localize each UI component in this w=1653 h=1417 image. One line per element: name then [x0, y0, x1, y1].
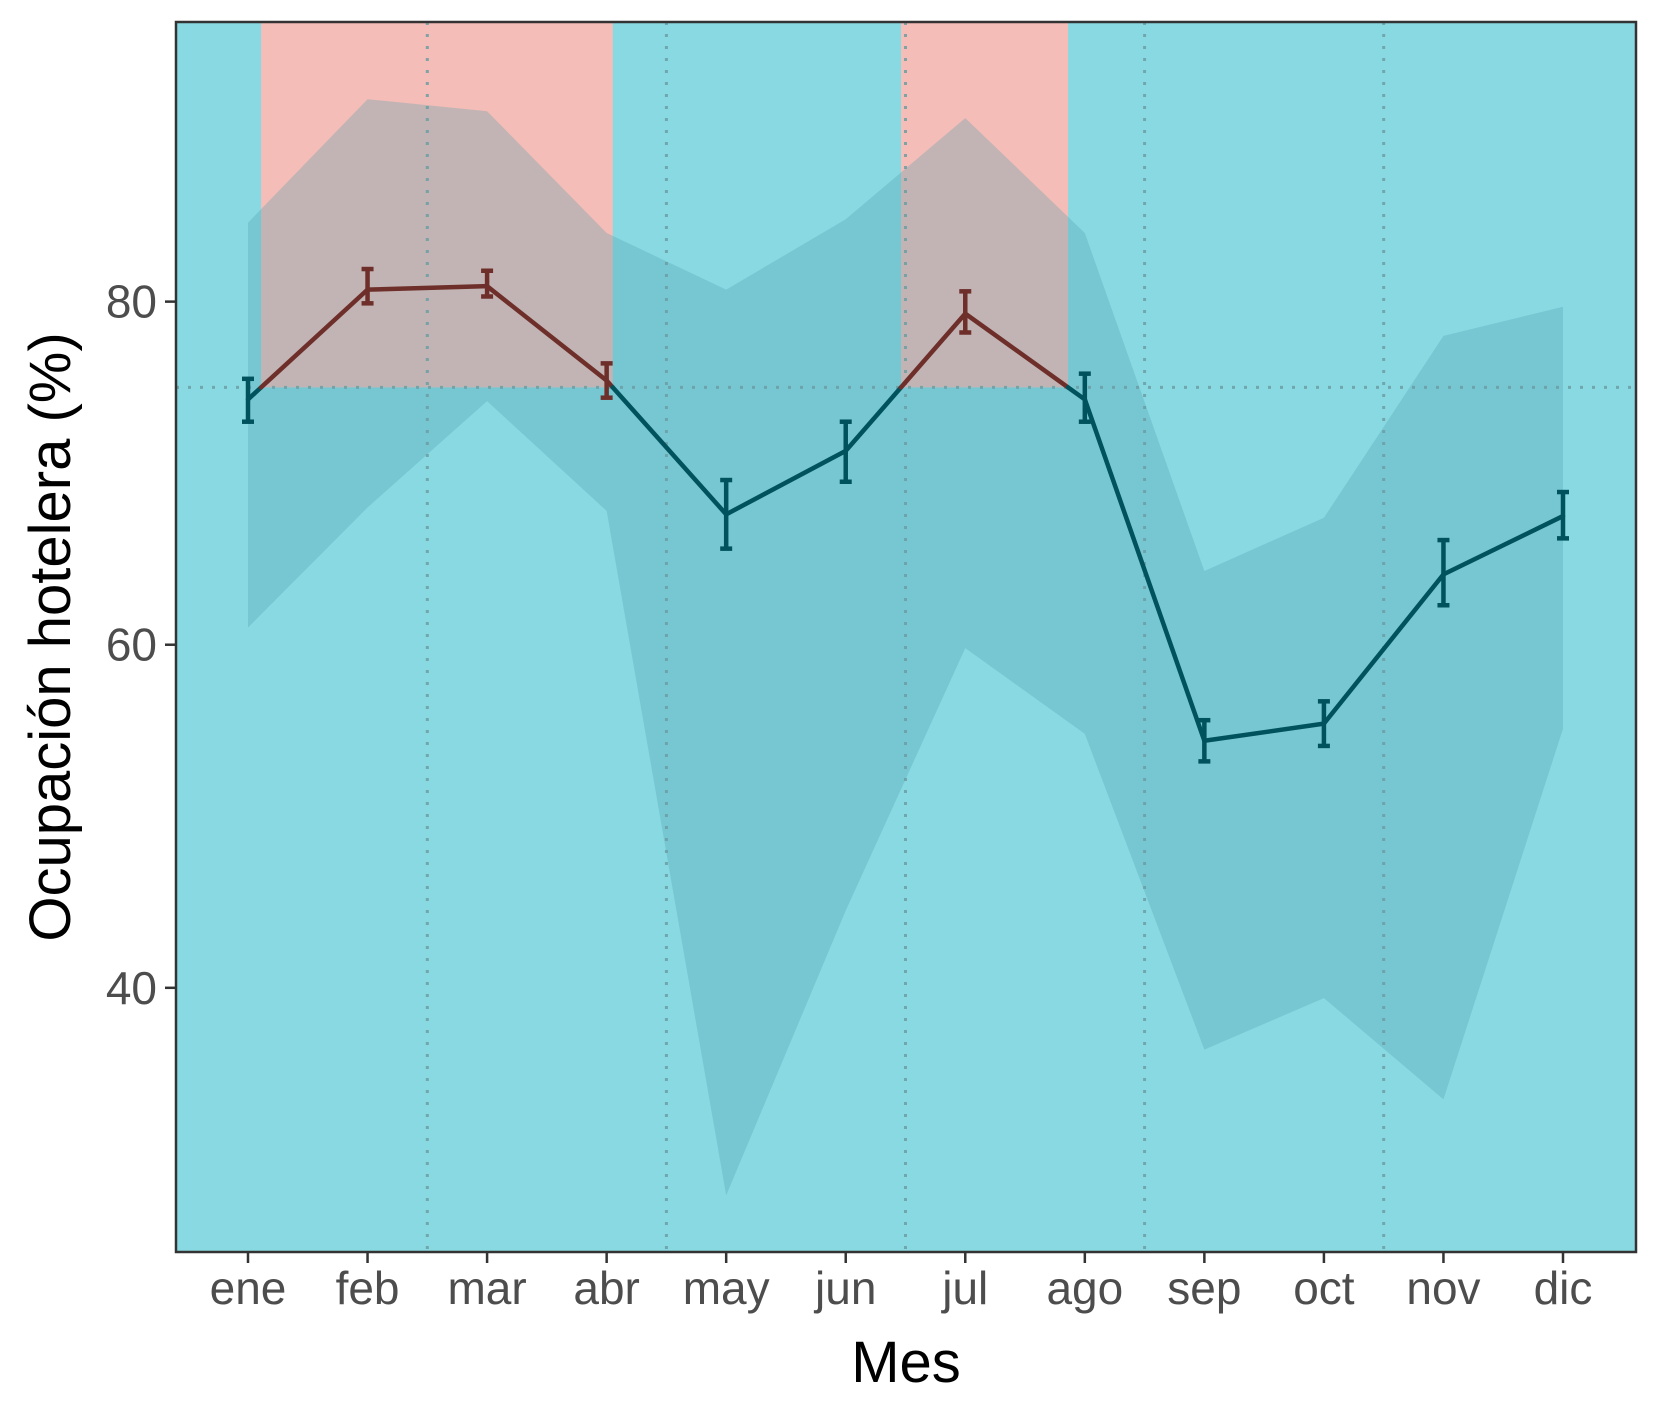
line-segment	[723, 448, 848, 517]
line-segment	[898, 311, 968, 390]
line-segment	[484, 283, 609, 383]
line-segment	[1065, 385, 1088, 402]
line-segment	[610, 385, 729, 517]
line-segment	[1441, 513, 1566, 577]
x-tick-label: sep	[1167, 1262, 1241, 1314]
y-tick-label: 40	[106, 962, 157, 1014]
x-tick-label: ene	[210, 1262, 287, 1314]
line-segment	[1321, 572, 1446, 726]
zone-above-threshold	[261, 22, 613, 388]
y-tick-label: 60	[106, 619, 157, 671]
line-segment	[843, 385, 904, 454]
error-bar	[959, 289, 972, 335]
x-tick-label: jun	[813, 1262, 876, 1314]
error-bar	[839, 419, 852, 484]
line-segment	[365, 283, 490, 292]
x-tick-label: oct	[1293, 1262, 1355, 1314]
error-bar	[1078, 371, 1091, 424]
y-axis-title: Ocupación hotelera (%)	[18, 332, 83, 941]
mean-line	[245, 283, 1566, 744]
error-bars	[242, 266, 1569, 764]
error-bar	[242, 376, 254, 424]
x-tick-label: ago	[1046, 1262, 1123, 1314]
error-bar	[1198, 717, 1211, 764]
x-axis-title: Mes	[851, 1330, 961, 1395]
panel-border	[174, 20, 1638, 1254]
divider-lines	[176, 22, 1636, 1252]
y-axis: 40 60 80	[106, 276, 176, 1014]
error-bar	[361, 266, 374, 306]
error-bar	[720, 477, 733, 551]
line-segment	[1202, 721, 1327, 744]
error-bar	[600, 361, 613, 400]
error-bar	[1317, 699, 1330, 749]
error-bar	[1557, 489, 1569, 541]
x-tick-label: mar	[447, 1262, 526, 1314]
line-segment	[258, 287, 370, 390]
y-tick-label: 80	[106, 276, 157, 328]
x-tick-label: nov	[1406, 1262, 1480, 1314]
x-tick-label: jul	[940, 1262, 988, 1314]
error-bar	[1437, 537, 1450, 608]
x-tick-label: abr	[573, 1262, 639, 1314]
error-bar	[481, 268, 494, 299]
x-tick-label: feb	[336, 1262, 400, 1314]
x-axis: ene feb mar abr may jun jul ago sep oct nov dic	[210, 1252, 1593, 1314]
plot-panel	[176, 22, 1636, 1252]
line-segment	[963, 311, 1071, 390]
x-tick-label: may	[683, 1262, 770, 1314]
line-segment	[1082, 397, 1207, 744]
x-tick-label: dic	[1534, 1262, 1593, 1314]
